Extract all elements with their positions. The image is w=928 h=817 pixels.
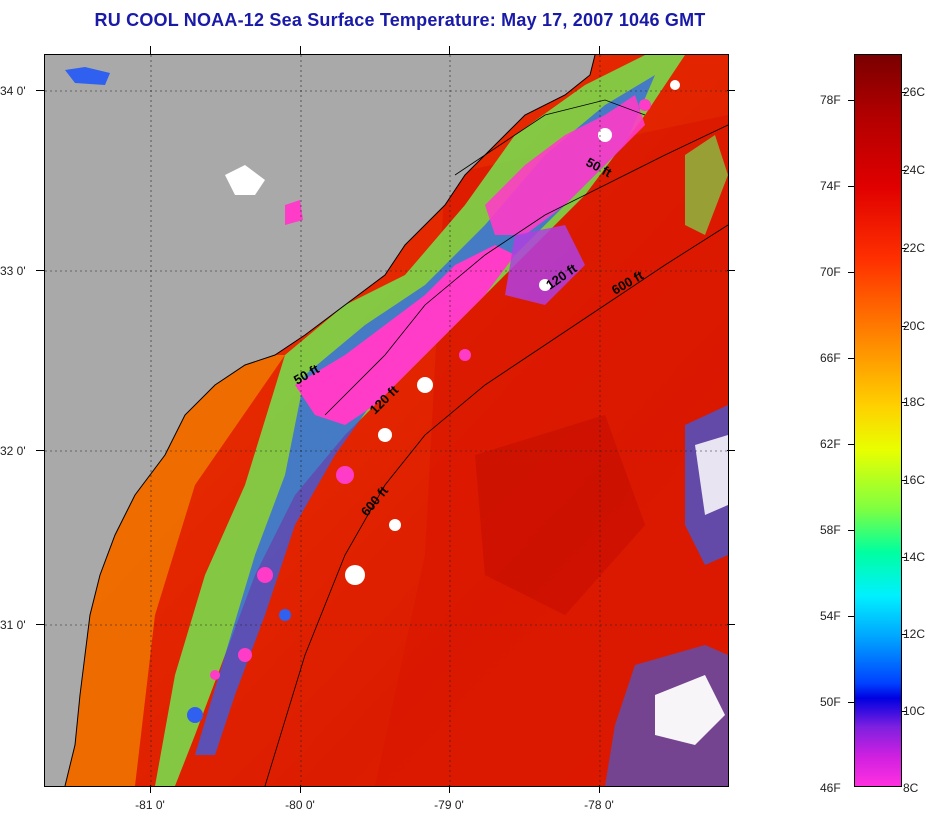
sst-image: 50 ft 120 ft 600 ft 50 ft 120 ft 600 ft — [45, 55, 728, 786]
cbar-tick-c — [901, 402, 907, 403]
northeast-cool-streak — [685, 135, 728, 235]
lat-label-31: 31 0' — [0, 618, 26, 632]
cbar-label-46f: 46F — [820, 781, 841, 795]
inland-cloud-nw — [65, 67, 110, 85]
y-tick — [36, 450, 44, 451]
cloud-speckles — [187, 80, 680, 723]
x-tick-top — [449, 46, 450, 54]
contour-600ft — [264, 224, 728, 786]
y-tick — [36, 624, 44, 625]
cbar-tick-c — [901, 92, 907, 93]
x-tick — [449, 785, 450, 793]
inland-cloud — [225, 165, 265, 195]
lon-label-79: -79 0' — [434, 798, 464, 812]
cbar-tick-c — [901, 480, 907, 481]
nearshore-warm-band — [45, 355, 285, 786]
cbar-label-24c: 24C — [903, 163, 926, 177]
cbar-tick-c — [901, 634, 907, 635]
cbar-label-18c: 18C — [903, 395, 926, 409]
contour-120ft — [324, 124, 728, 416]
cbar-label-20c: 20C — [903, 319, 926, 333]
cbar-label-70f: 70F — [820, 265, 841, 279]
cbar-tick-f — [848, 358, 854, 359]
lat-label-34: 34 0' — [0, 84, 26, 98]
cbar-label-26c: 26C — [903, 85, 926, 99]
sst-map[interactable]: 50 ft 120 ft 600 ft 50 ft 120 ft 600 ft — [44, 54, 729, 787]
cbar-label-10c: 10C — [903, 704, 926, 718]
cbar-label-22c: 22C — [903, 241, 926, 255]
land-mass — [45, 55, 595, 786]
y-tick — [36, 90, 44, 91]
lat-label-33: 33 0' — [0, 264, 26, 278]
cbar-label-74f: 74F — [820, 179, 841, 193]
cloud-mass-magenta — [295, 245, 515, 425]
y-tick-right — [727, 624, 735, 625]
cbar-tick-f — [848, 186, 854, 187]
y-tick-right — [727, 270, 735, 271]
coastline — [64, 55, 596, 786]
cbar-label-66f: 66F — [820, 351, 841, 365]
cbar-tick-f — [848, 530, 854, 531]
cbar-tick-f — [848, 616, 854, 617]
lat-label-32: 32 0' — [0, 444, 26, 458]
cbar-label-14c: 14C — [903, 550, 926, 564]
cbar-tick-f — [848, 272, 854, 273]
x-tick-top — [599, 46, 600, 54]
lon-label-81: -81 0' — [135, 798, 165, 812]
cbar-label-54f: 54F — [820, 609, 841, 623]
east-cloud-white — [695, 435, 728, 515]
southeast-cloud-white — [655, 675, 725, 745]
cbar-label-8c: 8C — [903, 781, 919, 795]
temperature-colorbar — [854, 54, 902, 787]
x-tick — [150, 785, 151, 793]
dark-red-patch — [475, 415, 645, 615]
inland-cloud-small — [285, 200, 303, 225]
lon-label-80: -80 0' — [285, 798, 315, 812]
cbar-label-58f: 58F — [820, 523, 841, 537]
contour-50ft — [454, 99, 646, 176]
x-tick — [300, 785, 301, 793]
cbar-label-12c: 12C — [903, 627, 926, 641]
cbar-tick-f — [848, 444, 854, 445]
cbar-tick-c — [901, 711, 907, 712]
cbar-tick-c — [901, 326, 907, 327]
lon-label-78: -78 0' — [584, 798, 614, 812]
y-tick-right — [727, 450, 735, 451]
x-tick-top — [150, 46, 151, 54]
cbar-tick-f — [848, 100, 854, 101]
cbar-label-62f: 62F — [820, 437, 841, 451]
cbar-label-50f: 50F — [820, 695, 841, 709]
y-tick-right — [727, 90, 735, 91]
cbar-tick-c — [901, 170, 907, 171]
cbar-tick-c — [901, 248, 907, 249]
graticule — [45, 55, 728, 786]
x-tick — [599, 785, 600, 793]
x-tick-top — [300, 46, 301, 54]
y-tick — [36, 270, 44, 271]
cloud-patch-purple — [505, 225, 585, 305]
cbar-label-78f: 78F — [820, 93, 841, 107]
cbar-tick-f — [848, 702, 854, 703]
cbar-tick-c — [901, 557, 907, 558]
map-title: RU COOL NOAA-12 Sea Surface Temperature:… — [94, 10, 706, 30]
cbar-label-16c: 16C — [903, 473, 926, 487]
